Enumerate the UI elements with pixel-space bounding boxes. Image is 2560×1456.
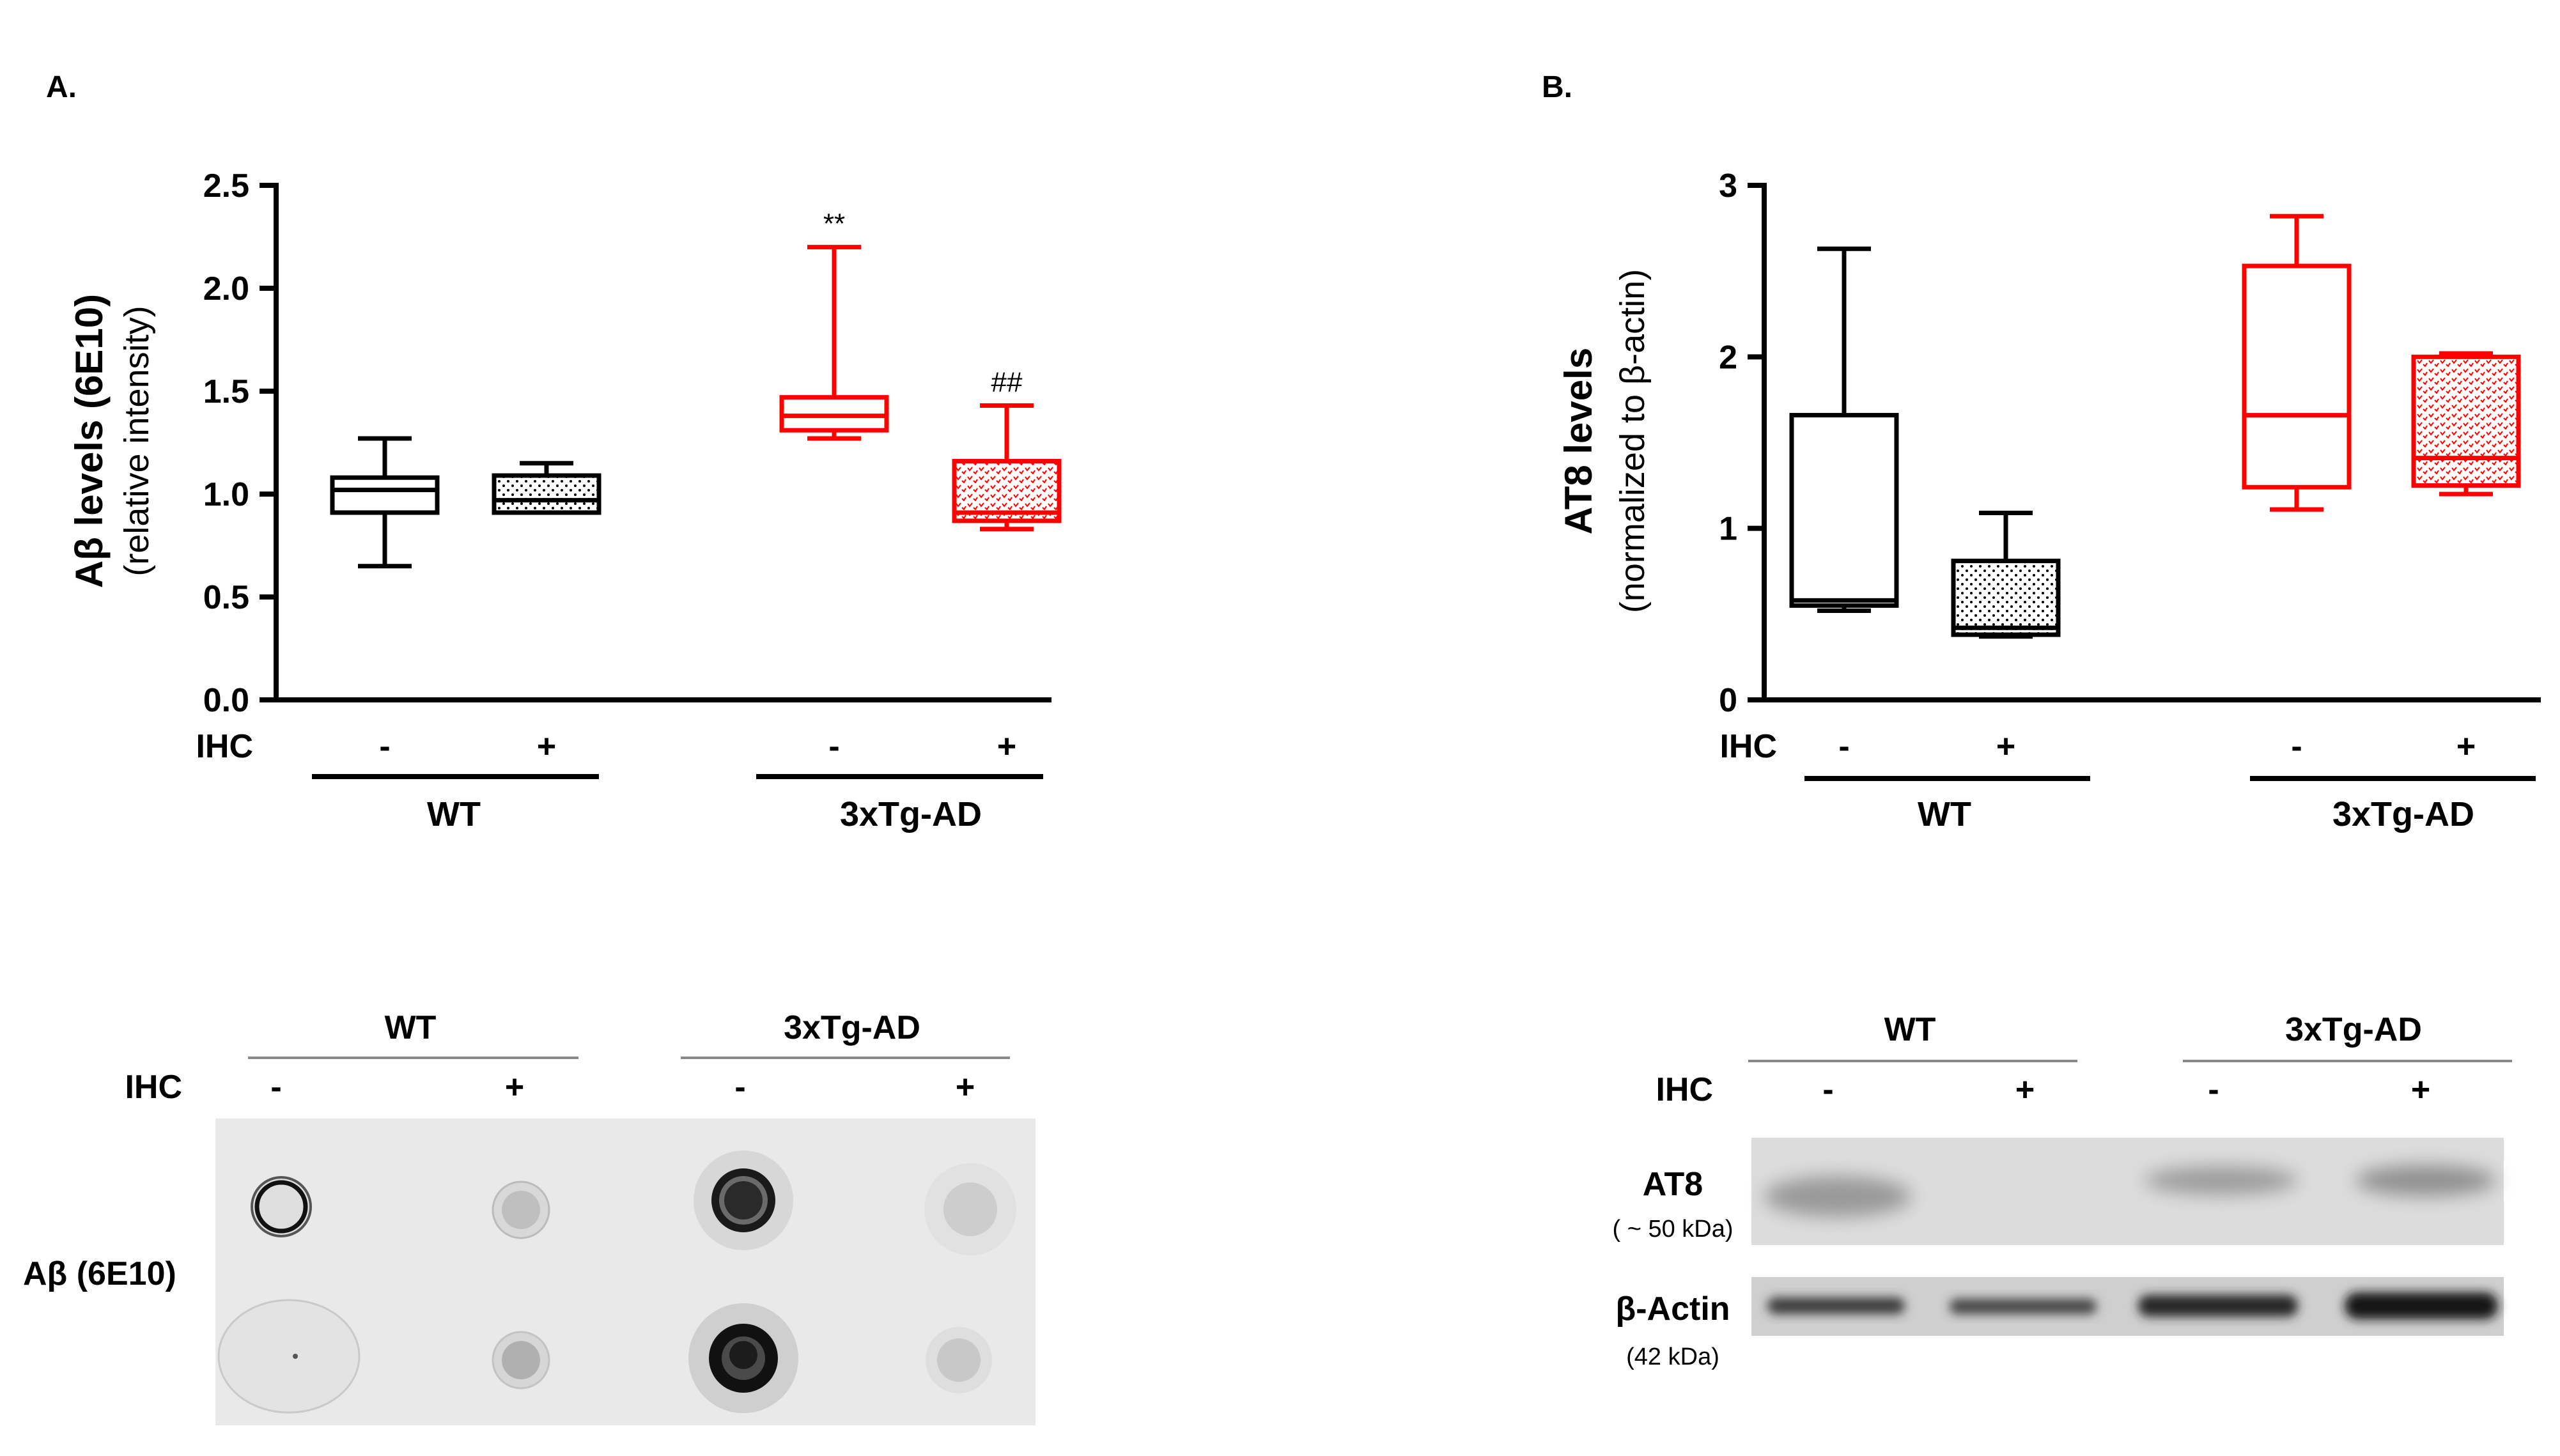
western-ihc-label: IHC <box>1656 1071 1713 1108</box>
dot-blot-spot <box>943 1182 997 1236</box>
dot-blot-spot <box>217 1299 361 1414</box>
dot-blot-spot <box>502 1191 540 1229</box>
chart-b-box-4 <box>2411 351 2521 497</box>
chart-b-ylabel-sub: (normalized to β-actin) <box>1613 269 1652 613</box>
chart-a-ylabel-sub: (relative intensity) <box>118 306 156 576</box>
western-group-wt: WT <box>1884 1011 1936 1048</box>
dot-blot-spot <box>502 1341 540 1379</box>
western-at8-band <box>2355 1165 2496 1196</box>
dot-blot-spot <box>724 1181 763 1220</box>
western-blot-panel: WT 3xTg-AD IHC - + - + AT8 ( ~ 50 kDa) β… <box>1612 1011 2512 1370</box>
chart-a-box-3: ** <box>779 208 889 441</box>
box-iqr <box>1789 413 1899 608</box>
box-iqr <box>2242 263 2352 490</box>
chart-b-box-2 <box>1951 511 2061 639</box>
chart-b-group-tg: 3xTg-AD <box>2332 795 2474 833</box>
western-band2-sub: (42 kDa) <box>1626 1344 1719 1370</box>
western-group-tg: 3xTg-AD <box>2285 1011 2422 1048</box>
chart-a-ytick-label: 2.0 <box>203 270 249 307</box>
chart-b-ihc-label: IHC <box>1719 728 1777 765</box>
dot-blot-group-tg: 3xTg-AD <box>784 1009 920 1046</box>
western-actin-band <box>2345 1292 2498 1319</box>
chart-a-box-4: ## <box>952 367 1062 532</box>
dot-blot-spot <box>293 1354 298 1359</box>
chart-b-ytick-label: 3 <box>1719 167 1737 205</box>
dot-blot-spot <box>254 1180 308 1234</box>
western-actin-band <box>1950 1299 2097 1314</box>
western-sign-4: + <box>2411 1071 2430 1108</box>
chart-b-box-1 <box>1789 246 1899 613</box>
chart-a-ihc-label: IHC <box>196 728 253 765</box>
chart-b-ytick-label: 0 <box>1719 682 1737 719</box>
chart-a-plot: 0.0 0.5 1.0 1.5 2.0 2.5 ** ## Aβ levels (6E10)… <box>68 167 1062 833</box>
chart-a-ytick-label: 1.0 <box>203 476 249 513</box>
chart-b-sign-3: - <box>2291 728 2302 765</box>
western-band1-sub: ( ~ 50 kDa) <box>1612 1216 1733 1243</box>
chart-a-box-1 <box>330 436 440 569</box>
panel-b-label: B. <box>1542 70 1572 104</box>
chart-a-ytick-label: 0.0 <box>203 682 249 719</box>
significance-marker: ## <box>991 367 1023 398</box>
western-sign-2: + <box>2015 1071 2035 1108</box>
western-actin-band <box>1767 1297 1905 1314</box>
western-sign-1: - <box>1822 1071 1833 1108</box>
chart-b-sign-1: - <box>1838 728 1849 765</box>
dot-blot-spot <box>251 1176 312 1237</box>
chart-a-group-wt: WT <box>427 795 481 833</box>
chart-a-sign-3: - <box>828 728 839 765</box>
box-iqr <box>330 475 440 515</box>
western-band2-label: β-Actin <box>1615 1290 1730 1328</box>
chart-a-box-2 <box>492 461 601 515</box>
chart-b-sign-2: + <box>1996 728 2015 765</box>
chart-b-ytick-label: 2 <box>1719 339 1737 376</box>
western-at8-band <box>1764 1176 1911 1217</box>
significance-marker: ** <box>823 208 845 240</box>
chart-a-sign-1: - <box>379 728 390 765</box>
chart-a-sign-4: + <box>997 728 1016 765</box>
chart-b-sign-4: + <box>2456 728 2476 765</box>
dot-blot-spot <box>729 1341 757 1369</box>
chart-b-box-3 <box>2242 213 2352 512</box>
chart-a-sign-2: + <box>537 728 556 765</box>
western-actin-band <box>2138 1295 2298 1317</box>
dot-blot-spot <box>937 1338 981 1382</box>
chart-a-group-tg: 3xTg-AD <box>840 795 982 833</box>
dot-blot-label: Aβ (6E10) <box>23 1255 176 1292</box>
box-iqr <box>2411 354 2521 488</box>
box-iqr <box>492 473 601 515</box>
dot-blot-ihc-label: IHC <box>125 1069 182 1106</box>
dot-blot-panel: WT 3xTg-AD IHC - + - + Aβ (6E10) <box>23 1009 1036 1425</box>
chart-a-ytick-label: 0.5 <box>203 579 249 616</box>
dot-blot-sign-1: - <box>270 1069 281 1106</box>
western-band1-label: AT8 <box>1643 1166 1703 1203</box>
box-iqr <box>1951 559 2061 637</box>
chart-a-ylabel: Aβ levels (6E10) <box>68 294 111 588</box>
dot-blot-sign-2: + <box>505 1069 524 1106</box>
panel-a-label: A. <box>46 70 77 104</box>
chart-a-ytick-label: 2.5 <box>203 167 249 205</box>
chart-a-ytick-label: 1.5 <box>203 373 249 410</box>
dot-blot-group-wt: WT <box>385 1009 437 1046</box>
western-sign-3: - <box>2208 1071 2219 1108</box>
dot-blot-sign-3: - <box>734 1069 745 1106</box>
western-at8-band <box>2145 1166 2298 1195</box>
chart-b-group-wt: WT <box>1918 795 1971 833</box>
chart-b-ytick-label: 1 <box>1719 511 1737 548</box>
dot-blot-sign-4: + <box>956 1069 975 1106</box>
chart-b-ylabel: AT8 levels <box>1557 348 1600 534</box>
